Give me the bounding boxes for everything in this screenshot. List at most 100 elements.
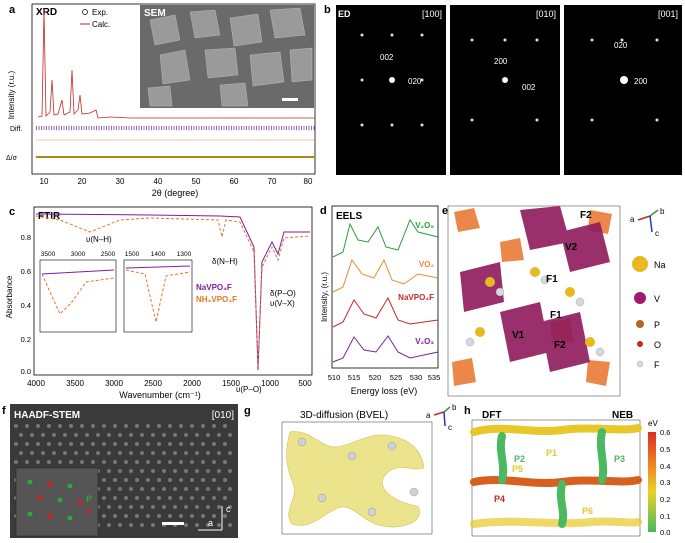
lattice-dot bbox=[91, 442, 95, 446]
lattice-dot bbox=[162, 487, 166, 491]
inset-v-label: V bbox=[86, 506, 92, 516]
eels-series-v2o5: V₂O₅ bbox=[415, 221, 434, 230]
lattice-dot bbox=[85, 433, 89, 437]
svg-text:510: 510 bbox=[328, 373, 341, 382]
lattice-dot bbox=[151, 505, 155, 509]
lattice-dot bbox=[223, 478, 227, 482]
svg-text:60: 60 bbox=[230, 177, 239, 186]
lattice-dot bbox=[146, 496, 150, 500]
eels-title: EELS bbox=[336, 211, 362, 222]
spot-label: 200 bbox=[634, 77, 648, 86]
lattice-dot bbox=[173, 451, 177, 455]
lattice-dot bbox=[179, 460, 183, 464]
lattice-dot bbox=[179, 514, 183, 518]
lattice-dot bbox=[135, 460, 139, 464]
lattice-dot bbox=[140, 523, 144, 527]
lattice-dot bbox=[184, 523, 188, 527]
lattice-dot bbox=[157, 496, 161, 500]
lattice-dot bbox=[124, 514, 128, 518]
lattice-dot bbox=[25, 424, 29, 428]
ftir-inset-nh-bend bbox=[123, 259, 193, 333]
lattice-dot bbox=[91, 460, 95, 464]
svg-text:2500: 2500 bbox=[101, 251, 116, 258]
lattice-dot bbox=[124, 496, 128, 500]
lattice-dot bbox=[162, 505, 166, 509]
site-label: F2 bbox=[554, 340, 566, 351]
lattice-dot bbox=[162, 469, 166, 473]
lattice-dot bbox=[36, 424, 40, 428]
lattice-dot bbox=[58, 442, 62, 446]
xrd-xticks: 10 20 30 40 50 60 70 80 bbox=[40, 177, 313, 186]
panel-f-figure: f P V HAADF-STEM [010] c a bbox=[2, 404, 238, 538]
axis-a: a bbox=[630, 215, 635, 224]
lattice-dot bbox=[223, 424, 227, 428]
lattice-dot bbox=[107, 505, 111, 509]
lattice-dot bbox=[113, 478, 117, 482]
lattice-dot bbox=[162, 433, 166, 437]
panel-e-letter: e bbox=[442, 205, 448, 217]
legend-calc: Calc. bbox=[92, 20, 110, 29]
xrd-xlabel: 2θ (degree) bbox=[152, 188, 199, 198]
lattice-dot bbox=[206, 487, 210, 491]
path-label-p6: P6 bbox=[582, 506, 593, 516]
lattice-dot bbox=[113, 442, 117, 446]
svg-text:0.6: 0.6 bbox=[21, 267, 31, 276]
lattice-dot bbox=[118, 487, 122, 491]
lattice-dot bbox=[107, 433, 111, 437]
path-label-p4: P4 bbox=[494, 494, 505, 504]
lattice-dot bbox=[14, 460, 18, 464]
svg-text:10: 10 bbox=[40, 177, 49, 186]
xrd-title: XRD bbox=[36, 7, 57, 18]
lattice-dot bbox=[58, 424, 62, 428]
lattice-dot bbox=[228, 487, 232, 491]
path-label-p2: P2 bbox=[514, 454, 525, 464]
lattice-dot bbox=[184, 433, 188, 437]
spot-label: 002 bbox=[380, 53, 394, 62]
lattice-dot bbox=[157, 460, 161, 464]
diff-label: Diff. bbox=[10, 126, 22, 133]
spot-label: 020 bbox=[408, 77, 422, 86]
lattice-dot bbox=[217, 433, 221, 437]
lattice-dot bbox=[146, 514, 150, 518]
lattice-dot bbox=[201, 478, 205, 482]
lattice-dot bbox=[135, 496, 139, 500]
lattice-dot bbox=[195, 433, 199, 437]
ftir-ylabel: Absorbance bbox=[5, 275, 14, 318]
lattice-dot bbox=[19, 433, 23, 437]
haadf-axis-c: c bbox=[226, 504, 231, 514]
panel-f: f P V HAADF-STEM [010] c a bbox=[0, 402, 240, 538]
axis-c: c bbox=[448, 423, 452, 432]
lattice-dot bbox=[41, 451, 45, 455]
ftir-title: FTIR bbox=[38, 211, 61, 222]
lattice-dot bbox=[217, 469, 221, 473]
lattice-dot bbox=[173, 505, 177, 509]
svg-text:3500: 3500 bbox=[66, 379, 84, 388]
svg-text:520: 520 bbox=[369, 373, 382, 382]
legend-nh4vpo4f: NH₄VPO₄F bbox=[196, 295, 237, 304]
lattice-dot bbox=[113, 460, 117, 464]
zone-axis-100: [100] bbox=[422, 9, 442, 19]
site-label: F1 bbox=[546, 274, 558, 285]
lattice-dot bbox=[102, 442, 106, 446]
path-label-p1: P1 bbox=[546, 448, 557, 458]
svg-text:2000: 2000 bbox=[183, 379, 201, 388]
colorbar-unit: eV bbox=[648, 419, 658, 428]
zone-axis-010: [010] bbox=[536, 9, 556, 19]
lattice-dot bbox=[129, 451, 133, 455]
lattice-dot bbox=[113, 424, 117, 428]
lattice-dot bbox=[195, 523, 199, 527]
lattice-dot bbox=[146, 442, 150, 446]
panel-h-letter: h bbox=[464, 405, 471, 417]
lattice-dot bbox=[118, 451, 122, 455]
lattice-dot bbox=[14, 442, 18, 446]
dft-title: DFT bbox=[482, 410, 501, 421]
svg-text:0.6: 0.6 bbox=[660, 428, 670, 437]
lattice-dot bbox=[151, 523, 155, 527]
panel-g-figure: g 3D-diffusion (BVEL) a b c bbox=[244, 403, 457, 535]
lattice-dot bbox=[107, 487, 111, 491]
lattice-dot bbox=[173, 433, 177, 437]
svg-text:0.8: 0.8 bbox=[21, 233, 31, 242]
lattice-dot bbox=[96, 451, 100, 455]
site-label: V2 bbox=[565, 242, 578, 253]
lattice-dot bbox=[118, 469, 122, 473]
